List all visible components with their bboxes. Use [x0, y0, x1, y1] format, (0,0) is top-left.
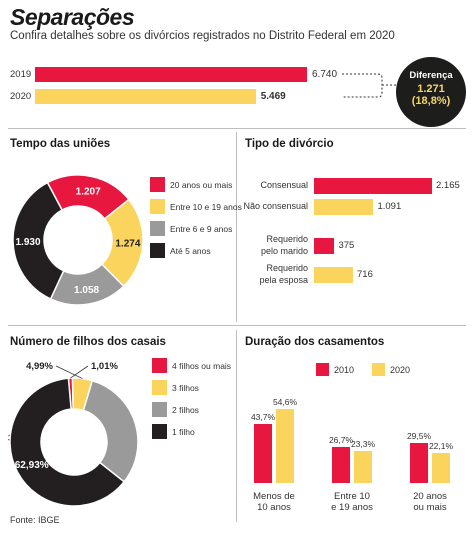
bar-2019-value: 6.740 — [312, 69, 338, 80]
difference-badge: Diferença 1.271 (18,8%) — [396, 57, 466, 127]
legend-swatch-20plus — [150, 177, 165, 192]
section-title-marriage-duration: Duração dos casamentos — [245, 336, 385, 348]
legend-swatch-2010 — [316, 363, 329, 376]
legend-label-4plus: 4 filhos ou mais — [172, 361, 232, 371]
duration-bar-2010-1 — [332, 446, 350, 483]
year-2020-label: 2020 — [10, 91, 32, 102]
union-duration-value-3: 1.930 — [16, 237, 41, 248]
children-leader-1 — [55, 365, 83, 379]
bar-2019 — [35, 67, 307, 82]
divorce-type-label-1: Não consensual — [243, 201, 308, 211]
duration-bar-2010-2 — [410, 443, 428, 483]
divorce-type-label-3: pela esposa — [259, 275, 308, 285]
legend-label-20plus: 20 anos ou mais — [170, 180, 233, 190]
divorce-type-label-2: pelo marido — [260, 246, 308, 256]
duration-value-2010-2: 29,5% — [406, 431, 432, 442]
page-subtitle: Confira detalhes sobre os divórcios regi… — [10, 30, 395, 42]
section-title-union-duration: Tempo das uniões — [10, 138, 111, 150]
legend-label-1: 1 filho — [172, 427, 195, 437]
divorce-type-label-0: Consensual — [260, 180, 308, 190]
union-duration-slice-3 — [12, 181, 65, 300]
column-divider-top — [236, 132, 237, 322]
page-title: Separações — [10, 4, 135, 30]
children-value-3: 62,93% — [15, 460, 49, 471]
legend-swatch-6-9 — [150, 221, 165, 236]
bar-2020-value: 5.469 — [260, 91, 286, 102]
column-divider-bottom — [236, 330, 237, 522]
duration-value-2010-0: 43,7% — [250, 411, 276, 422]
divorce-type-value-0: 2.165 — [436, 180, 460, 191]
duration-bar-2020-2 — [432, 453, 450, 483]
duration-category-label-2: ou mais — [413, 502, 447, 513]
duration-value-2020-2: 22,1% — [428, 441, 454, 452]
children-slice-2 — [82, 379, 139, 483]
source-note: Fonte: IBGE — [10, 515, 60, 525]
difference-value: 1.271 — [417, 83, 445, 95]
bar-2020 — [35, 89, 256, 104]
difference-percent: (18,8%) — [411, 95, 451, 107]
duration-bar-2020-0 — [276, 409, 294, 483]
divorce-type-label-3: Requerido — [266, 263, 308, 273]
duration-category-label-1: e 19 anos — [331, 502, 373, 513]
divorce-type-bar-1 — [314, 199, 374, 215]
union-duration-value-0: 1.207 — [76, 187, 101, 198]
section-divider-top — [8, 128, 466, 129]
children-value-0: 1,01% — [91, 361, 118, 372]
union-duration-donut: 1.207 1.274 1.058 1.930 — [12, 174, 144, 306]
children-slice-3 — [9, 377, 126, 507]
legend-label-up-to-5: Até 5 anos — [170, 246, 211, 256]
duration-category-label-0: Menos de — [253, 491, 295, 502]
legend-label-3: 3 filhos — [172, 383, 199, 393]
union-duration-value-2: 1.058 — [74, 285, 99, 296]
legend-swatch-3 — [152, 380, 167, 395]
difference-label: Diferença — [409, 70, 453, 81]
section-divider-middle — [8, 325, 466, 326]
divorce-type-chart: Consensual 2.165 Não consensual 1.091 Requer… — [240, 170, 470, 300]
children-donut: 1,01%4,99%31,08%62,93% — [8, 361, 139, 507]
legend-swatch-4plus — [152, 358, 167, 373]
children-leader-0 — [70, 365, 89, 379]
children-value-1: 4,99% — [26, 361, 53, 372]
section-title-divorce-type: Tipo de divórcio — [245, 138, 334, 150]
duration-bar-2010-0 — [254, 423, 272, 483]
divorce-type-bar-0 — [314, 178, 432, 194]
divorce-type-bar-2 — [314, 238, 335, 254]
duration-bar-2020-1 — [354, 451, 372, 483]
divorce-type-value-2: 375 — [338, 240, 355, 251]
divorce-type-bar-3 — [314, 267, 354, 283]
duration-value-2010-1: 26,7% — [328, 434, 354, 445]
legend-label-2010: 2010 — [334, 365, 355, 375]
legend-label-2: 2 filhos — [172, 405, 199, 415]
duration-value-2020-1: 23,3% — [350, 439, 376, 450]
legend-label-2020: 2020 — [390, 365, 411, 375]
divorce-type-value-1: 1.091 — [377, 201, 402, 212]
divorce-type-label-2: Requerido — [266, 234, 308, 244]
legend-swatch-up-to-5 — [150, 243, 165, 258]
year-2019-label: 2019 — [10, 69, 32, 80]
duration-category-label-2: 20 anos — [413, 491, 447, 502]
duration-value-2020-0: 54,6% — [272, 397, 298, 407]
union-duration-value-1: 1.274 — [115, 238, 140, 249]
marriage-duration-chart: 43,7% 54,6% Menos de 10 anos 26,7% 23,3% Entre… — [240, 380, 470, 520]
difference-connector — [342, 73, 398, 98]
section-title-children: Número de filhos dos casais — [10, 336, 166, 348]
legend-swatch-1 — [152, 424, 167, 439]
legend-swatch-10-19 — [150, 199, 165, 214]
duration-category-label-0: 10 anos — [257, 502, 291, 513]
legend-label-10-19: Entre 10 e 19 anos — [170, 202, 242, 212]
legend-swatch-2 — [152, 402, 167, 417]
legend-label-6-9: Entre 6 e 9 anos — [170, 224, 233, 234]
divorce-type-value-3: 716 — [357, 269, 373, 280]
legend-swatch-2020 — [372, 363, 385, 376]
duration-category-label-1: Entre 10 — [334, 491, 370, 502]
